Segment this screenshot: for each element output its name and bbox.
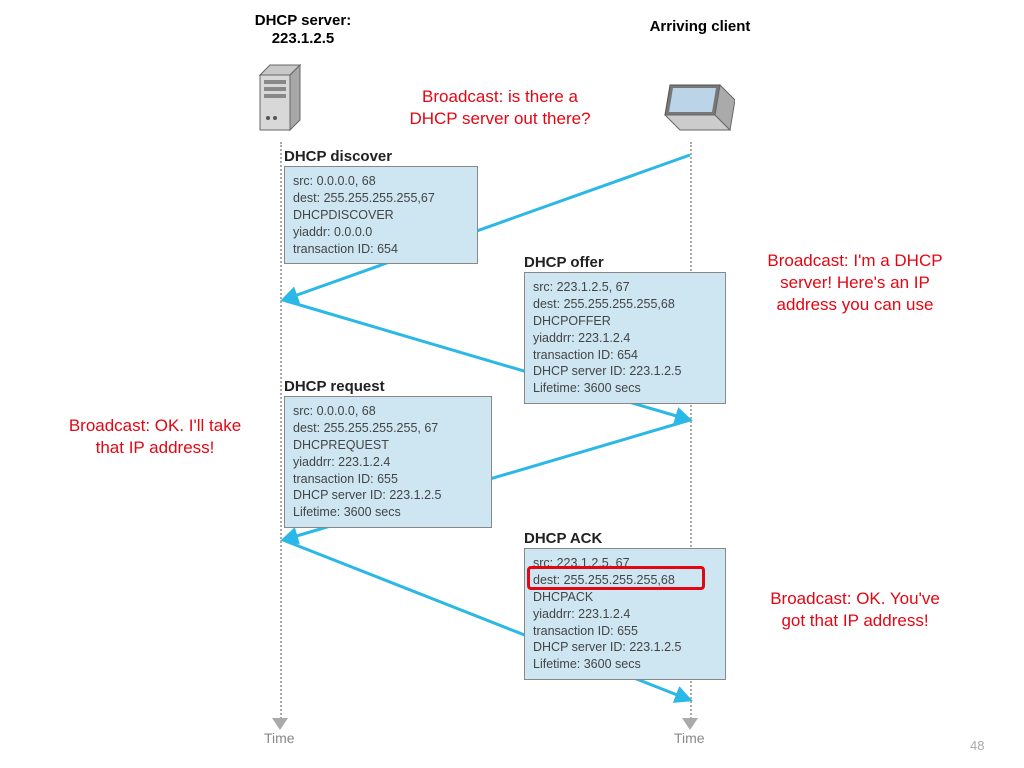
msg-title-discover: DHCP discover <box>284 148 392 165</box>
timeline-arrow-right <box>682 718 698 730</box>
time-label-left: Time <box>264 730 295 746</box>
ann-offer: Broadcast: I'm a DHCPserver! Here's an I… <box>740 250 970 316</box>
msg-title-offer: DHCP offer <box>524 254 604 271</box>
ack-dest-highlight <box>527 566 705 590</box>
ann-discover: Broadcast: is there aDHCP server out the… <box>370 86 630 130</box>
msg-box-offer: src: 223.1.2.5, 67dest: 255.255.255.255,… <box>524 272 726 404</box>
timeline-arrow-left <box>272 718 288 730</box>
msg-title-ack: DHCP ACK <box>524 530 602 547</box>
msg-box-discover: src: 0.0.0.0, 68dest: 255.255.255.255,67… <box>284 166 478 264</box>
server-header-label: DHCP server: <box>228 12 378 29</box>
server-icon <box>250 60 310 140</box>
msg-box-request: src: 0.0.0.0, 68dest: 255.255.255.255, 6… <box>284 396 492 528</box>
msg-title-request: DHCP request <box>284 378 385 395</box>
server-ip-label: 223.1.2.5 <box>228 30 378 47</box>
ann-ack: Broadcast: OK. You'vegot that IP address… <box>740 588 970 632</box>
server-timeline <box>280 142 282 722</box>
laptop-icon <box>655 80 735 140</box>
ann-request: Broadcast: OK. I'll takethat IP address! <box>40 415 270 459</box>
page-number: 48 <box>970 738 984 753</box>
time-label-right: Time <box>674 730 705 746</box>
client-header-label: Arriving client <box>610 18 790 35</box>
